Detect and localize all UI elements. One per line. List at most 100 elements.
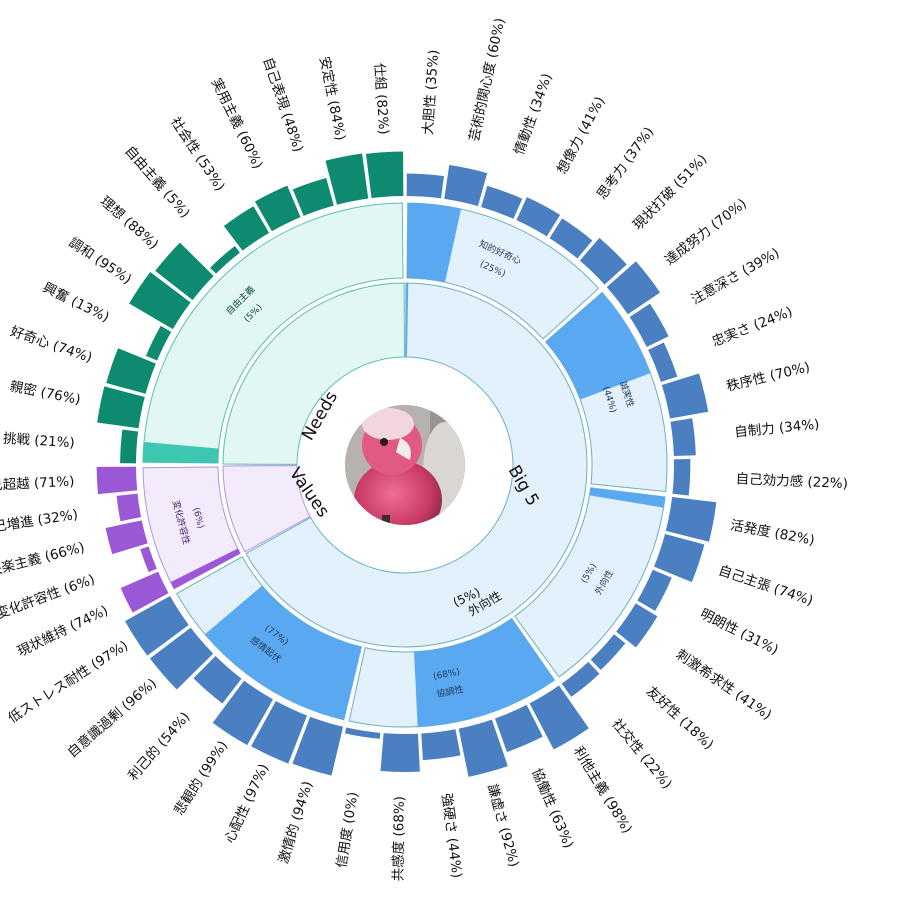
photo-eye [380, 438, 388, 446]
trait-label: 仕組 (82%) [371, 62, 392, 135]
trait-bar [629, 303, 669, 347]
trait-bar [292, 178, 334, 216]
trait-label: 自己表現 (48%) [259, 55, 306, 154]
trait-bar [672, 458, 691, 496]
facet-arc-bg [142, 202, 404, 464]
trait-label: 自己主張 (74%) [716, 563, 815, 610]
trait-label: 興奮 (13%) [40, 280, 111, 326]
trait-bar [255, 185, 301, 232]
trait-bar [590, 634, 626, 671]
trait-bar [529, 685, 589, 750]
trait-label: 挑戦 (21%) [2, 431, 75, 452]
trait-bar [665, 496, 717, 542]
trait-label: 活発度 (82%) [729, 517, 816, 548]
trait-label: 自由主義 (5%) [121, 142, 193, 221]
trait-label: 忠実さ (24%) [710, 304, 795, 350]
trait-label: 達成努力 (70%) [662, 196, 750, 269]
trait-bar [616, 603, 658, 648]
facet-arc-fill [406, 203, 462, 283]
trait-label: 実用主義 (60%) [208, 75, 267, 171]
trait-bar [561, 661, 600, 697]
photo-perch [382, 515, 390, 525]
trait-label: 想像力 (41%) [554, 94, 608, 177]
trait-bar [579, 237, 627, 285]
trait-bar [325, 153, 369, 205]
trait-bar [670, 418, 696, 457]
trait-label: 自己増進 (32%) [0, 507, 79, 538]
trait-label: 大胆性 (35%) [420, 49, 442, 135]
trait-label: 悲観的 (99%) [170, 737, 231, 818]
trait-label: 謙虚さ (92%) [484, 782, 522, 869]
trait-label: 共感度 (68%) [389, 796, 407, 882]
trait-label: 安定性 (84%) [316, 55, 348, 142]
trait-bar [193, 655, 242, 704]
trait-bar [210, 246, 240, 274]
trait-label: 強硬さ (44%) [438, 792, 464, 879]
trait-bar [495, 704, 543, 753]
trait-label: 刺激希求性 (41%) [673, 647, 775, 724]
facet-arc-fill [143, 441, 219, 464]
trait-bar [120, 571, 169, 613]
trait-label: 利己的 (54%) [125, 709, 193, 784]
core-arc-needs [222, 282, 405, 465]
trait-label: 芸術的関心度 (60%) [466, 17, 508, 143]
facet-arc-fill [170, 548, 241, 589]
core-arc-big5-fill [405, 283, 409, 358]
trait-bar [481, 185, 523, 219]
trait-label: 明朗性 (31%) [697, 606, 780, 659]
trait-bar [129, 271, 191, 330]
trait-bar [251, 700, 308, 764]
trait-label: 親密 (76%) [8, 377, 82, 408]
trait-bar [105, 520, 148, 555]
trait-bar [516, 197, 561, 237]
facet-arc-bg [142, 466, 241, 590]
trait-label: 理想 (88%) [97, 193, 162, 252]
trait-bar [661, 373, 709, 419]
trait-bar [116, 493, 142, 522]
trait-label: 社交性 (22%) [608, 715, 675, 792]
trait-label: 自己超越 (71%) [0, 474, 75, 495]
trait-bar [125, 596, 189, 656]
trait-bar [96, 466, 138, 495]
trait-label: 注意深さ (39%) [688, 244, 782, 308]
trait-bar [97, 386, 145, 429]
trait-label: 好奇心 (74%) [8, 323, 94, 367]
trait-bar [155, 242, 214, 300]
trait-label: 協働性 (63%) [528, 766, 576, 851]
trait-label: 友好性 (18%) [643, 683, 717, 753]
center-photo [345, 405, 465, 525]
trait-bar [421, 729, 461, 761]
trait-bar [344, 727, 381, 739]
trait-bar [444, 165, 488, 207]
trait-bar [292, 716, 344, 776]
cockatoo-illustration [345, 405, 465, 525]
rings-layer: Big 5外向性(5%)ValuesNeeds知的好奇心(25%)誠実性(44%… [96, 151, 717, 777]
trait-label: 思考力 (37%) [594, 124, 657, 202]
trait-bar [406, 173, 444, 199]
facet-arc-bg [514, 487, 666, 678]
trait-bar [637, 569, 672, 611]
trait-label: 心配性 (97%) [222, 762, 273, 846]
trait-bar [365, 151, 404, 199]
trait-bar [145, 325, 172, 361]
trait-bar [120, 429, 139, 464]
photo-beak [396, 438, 411, 460]
trait-bar [458, 719, 508, 777]
trait-label: 情動性 (34%) [511, 71, 555, 157]
trait-bar [149, 627, 214, 690]
facet-arc-fill [204, 585, 362, 720]
facet-arc-fill [414, 618, 555, 727]
trait-label: 社会性 (53%) [167, 114, 228, 194]
photo-crest [362, 408, 414, 440]
trait-bar [223, 206, 270, 251]
trait-bar [549, 218, 593, 259]
trait-label: 調和 (95%) [66, 234, 135, 287]
trait-label: 自制力 (34%) [734, 417, 820, 441]
trait-bar [106, 348, 156, 394]
trait-label: 現状打破 (51%) [629, 151, 710, 234]
trait-bar [380, 733, 420, 772]
trait-label: 利他主義 (98%) [570, 743, 636, 836]
facet-arc-fill [545, 292, 651, 400]
